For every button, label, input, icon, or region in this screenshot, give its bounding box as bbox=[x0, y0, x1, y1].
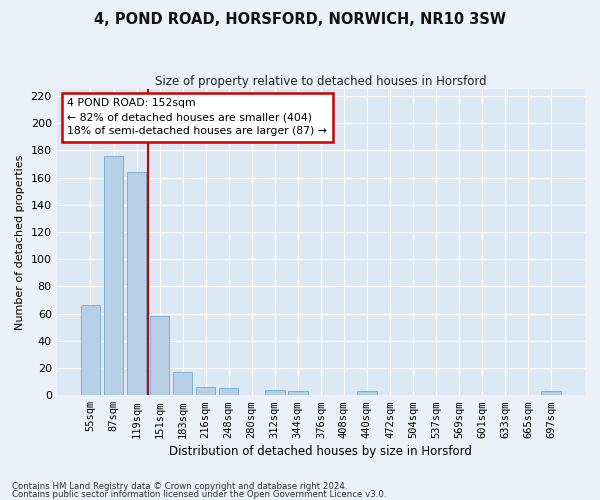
Text: 4 POND ROAD: 152sqm
← 82% of detached houses are smaller (404)
18% of semi-detac: 4 POND ROAD: 152sqm ← 82% of detached ho… bbox=[67, 98, 327, 136]
Bar bbox=[357, 391, 377, 395]
Bar bbox=[196, 387, 215, 395]
Text: Contains HM Land Registry data © Crown copyright and database right 2024.: Contains HM Land Registry data © Crown c… bbox=[12, 482, 347, 491]
Bar bbox=[80, 306, 100, 395]
Text: Contains public sector information licensed under the Open Government Licence v3: Contains public sector information licen… bbox=[12, 490, 386, 499]
X-axis label: Distribution of detached houses by size in Horsford: Distribution of detached houses by size … bbox=[169, 444, 472, 458]
Bar bbox=[288, 391, 308, 395]
Title: Size of property relative to detached houses in Horsford: Size of property relative to detached ho… bbox=[155, 75, 487, 88]
Text: 4, POND ROAD, HORSFORD, NORWICH, NR10 3SW: 4, POND ROAD, HORSFORD, NORWICH, NR10 3S… bbox=[94, 12, 506, 28]
Bar bbox=[219, 388, 238, 395]
Bar bbox=[265, 390, 284, 395]
Bar bbox=[173, 372, 193, 395]
Bar bbox=[150, 316, 169, 395]
Bar bbox=[127, 172, 146, 395]
Y-axis label: Number of detached properties: Number of detached properties bbox=[15, 154, 25, 330]
Bar bbox=[541, 391, 561, 395]
Bar bbox=[104, 156, 123, 395]
